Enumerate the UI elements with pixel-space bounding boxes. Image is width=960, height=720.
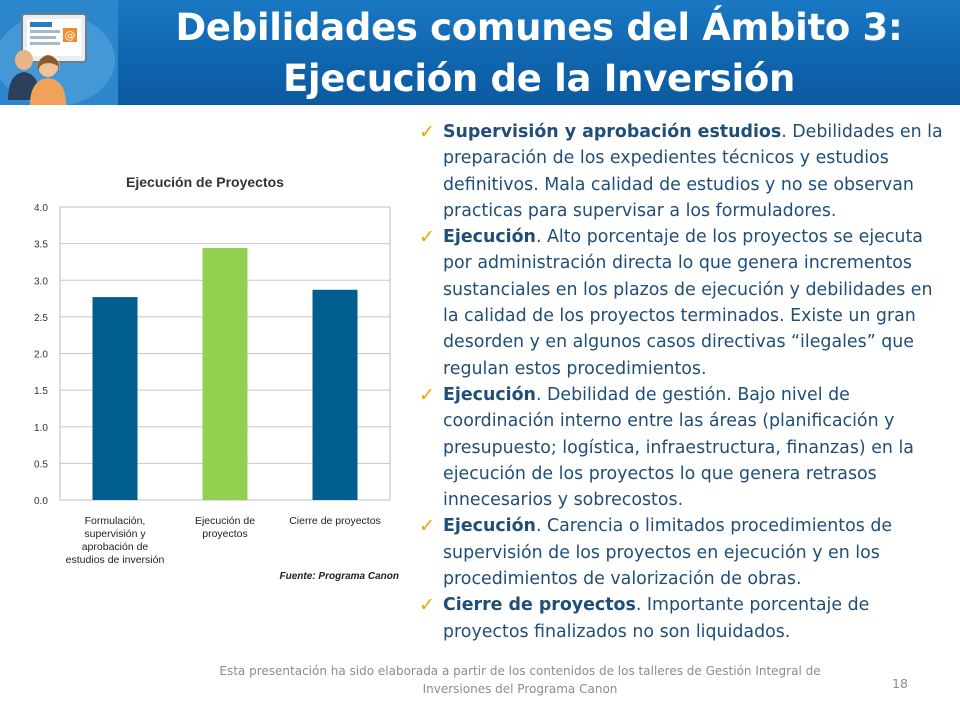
footer-line-1: Esta presentación ha sido elaborada a pa… [219, 664, 821, 678]
y-tick-label: 4.0 [34, 203, 48, 214]
bullet-text: . Alto porcentaje de los proyectos se ej… [443, 227, 933, 379]
bullet-lead: Cierre de proyectos [443, 595, 636, 616]
x-tick-label: estudios de inversión [66, 554, 165, 566]
bullet-lead: Ejecución [443, 516, 536, 537]
bullet-lead: Ejecución [443, 227, 536, 248]
chart-title: Ejecución de Proyectos [126, 174, 284, 190]
footer-text: Esta presentación ha sido elaborada a pa… [180, 662, 860, 698]
slide-title: Debilidades comunes del Ámbito 3: Ejecuc… [118, 2, 960, 104]
chart-source: Fuente: Programa Canon [280, 571, 399, 582]
x-tick-label: Formulación, [85, 515, 146, 527]
bullet-item: ✓ Supervisión y aprobación estudios. Debi… [415, 119, 945, 224]
bullet-text: . Debilidad de gestión. Bajo nivel de co… [443, 384, 914, 511]
slide-title-line-2: Ejecución de la Inversión [282, 57, 796, 100]
checkmark-icon: ✓ [419, 383, 435, 406]
bullet-item: ✓ Cierre de proyectos. Importante porcent… [415, 592, 945, 645]
checkmark-icon: ✓ [419, 121, 435, 143]
computer-users-logo-icon: @ [0, 0, 118, 105]
svg-text:@: @ [65, 29, 76, 42]
bullet-lead: Supervisión y aprobación estudios [443, 122, 782, 142]
slide-header: @ Debilidades comunes del Ámbito 3: Ejec… [0, 0, 960, 105]
y-tick-label: 0.5 [34, 459, 48, 470]
chart-container: Ejecución de Proyectos 0.0 0.5 1.0 1.5 2.0 2.5… [14, 160, 404, 600]
bullet-item: ✓ Ejecución. Carencia o limitados procedi… [415, 513, 945, 592]
bullet-list: ✓ Supervisión y aprobación estudios. Debi… [415, 119, 945, 645]
x-tick-label: supervisión y [84, 528, 146, 540]
checkmark-icon: ✓ [419, 226, 435, 249]
y-tick-label: 1.5 [34, 386, 48, 397]
y-tick-label: 0.0 [34, 496, 48, 507]
x-tick-label: aprobación de [82, 541, 149, 553]
checkmark-icon: ✓ [419, 515, 435, 538]
y-tick-label: 1.0 [34, 423, 48, 434]
y-tick-label: 3.0 [34, 276, 48, 287]
bullet-text: . Carencia o limitados procedimientos de… [443, 516, 893, 590]
y-tick-label: 3.5 [34, 240, 48, 251]
x-tick-label: proyectos [202, 528, 248, 540]
bar [312, 289, 358, 500]
bar-chart: Ejecución de Proyectos 0.0 0.5 1.0 1.5 2.0 2.5… [34, 174, 399, 582]
bar [202, 248, 248, 500]
x-tick-label: Ejecución de [195, 515, 255, 527]
y-tick-label: 2.5 [34, 313, 48, 324]
bullet-item: ✓ Ejecución. Alto porcentaje de los proye… [415, 224, 945, 382]
bullet-text: . Debilidades en la preparación de los e… [443, 122, 943, 221]
bar [92, 297, 138, 500]
slide-title-line-1: Debilidades comunes del Ámbito 3: [175, 6, 903, 49]
x-tick-label: Cierre de proyectos [289, 515, 381, 527]
y-tick-label: 2.0 [34, 350, 48, 361]
bullet-lead: Ejecución [443, 384, 536, 405]
checkmark-icon: ✓ [419, 594, 435, 617]
page-number: 18 [892, 676, 908, 691]
bullet-item: ✓ Ejecución. Debilidad de gestión. Bajo … [415, 382, 945, 513]
bullet-text: . Importante porcentaje de proyectos fin… [443, 595, 870, 642]
footer-line-2: Inversiones del Programa Canon [422, 682, 618, 696]
